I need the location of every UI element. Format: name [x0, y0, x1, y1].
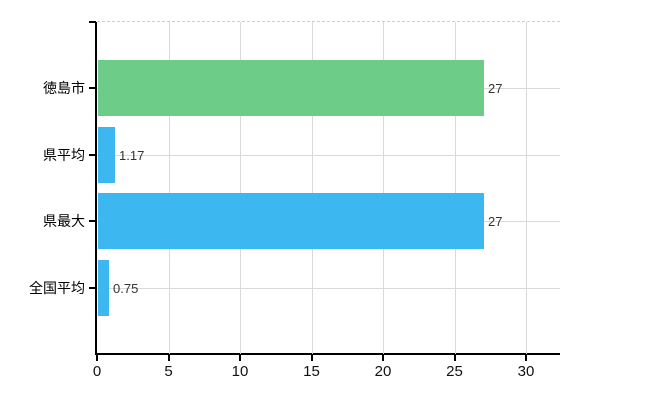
gridline-vertical [526, 22, 527, 354]
gridline-vertical [240, 22, 241, 354]
x-axis-tick [96, 355, 98, 361]
bar-value-label: 1.17 [119, 148, 145, 163]
gridline-horizontal [97, 288, 560, 289]
bar [98, 127, 115, 183]
plot-top-dashed-border [97, 21, 560, 22]
gridline-vertical [168, 22, 170, 354]
bar-value-label: 27 [488, 214, 503, 229]
bar [98, 260, 109, 316]
x-tick-label: 20 [374, 363, 392, 380]
bar-value-label: 27 [488, 81, 503, 96]
category-label: 全国平均 [29, 280, 85, 296]
gridline-vertical [311, 22, 313, 354]
gridline-vertical [454, 22, 456, 354]
x-tick-label: 0 [92, 363, 102, 380]
x-tick-label: 25 [446, 363, 463, 380]
gridline-horizontal [97, 155, 560, 156]
x-tick-label: 10 [231, 363, 249, 380]
category-label: 県平均 [43, 147, 85, 163]
y-axis-tick [89, 87, 96, 89]
x-axis-tick [525, 355, 527, 361]
x-tick-label: 5 [164, 363, 173, 380]
gridline-vertical [383, 22, 384, 354]
y-axis-line [95, 22, 97, 355]
x-tick-label: 30 [517, 363, 535, 380]
y-axis-tick [89, 154, 96, 156]
x-axis-tick [310, 355, 313, 361]
bar [98, 60, 484, 116]
x-axis-tick [239, 355, 241, 361]
y-axis-top-tick [89, 21, 96, 23]
x-axis-tick [382, 355, 384, 361]
x-axis-line [95, 353, 560, 355]
category-label: 徳島市 [43, 80, 85, 96]
y-axis-tick [89, 220, 96, 222]
y-axis-tick [89, 287, 96, 289]
bar-value-label: 0.75 [113, 281, 139, 296]
bar [98, 193, 484, 249]
category-label: 県最大 [43, 213, 85, 229]
x-axis-tick [453, 355, 456, 361]
x-axis-tick [167, 355, 170, 361]
x-tick-label: 15 [303, 363, 320, 380]
